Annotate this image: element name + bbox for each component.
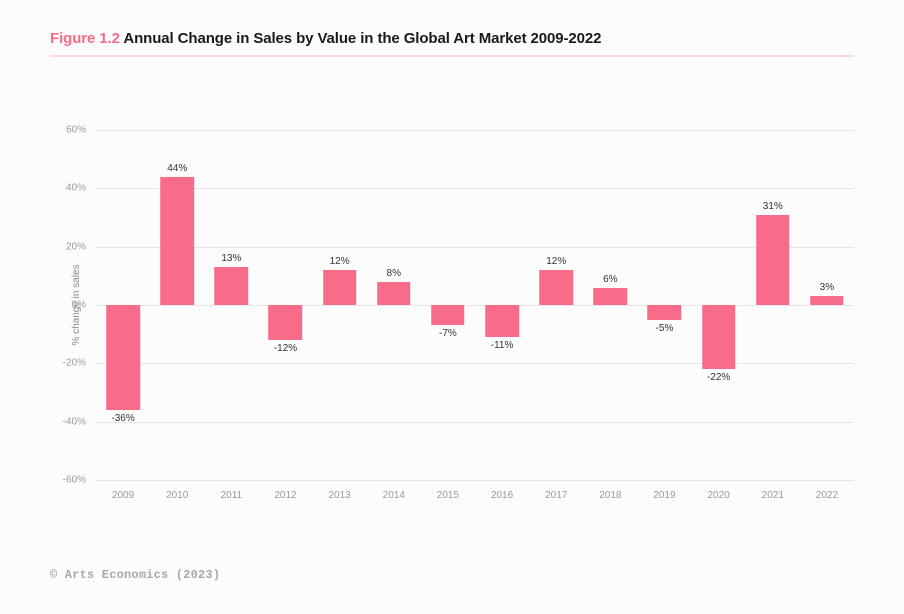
chart-gridline [96, 480, 854, 481]
bar-slot: 44%2010 [150, 130, 204, 480]
chart-area: % change in sales -60%-40%-20%0%20%40%60… [96, 130, 854, 480]
bar-value-label: 8% [387, 268, 401, 279]
bar-value-label: 12% [330, 256, 350, 267]
y-tick-label: -40% [63, 416, 86, 427]
x-tick-label: 2015 [437, 490, 459, 501]
bar-slot: 8%2014 [367, 130, 421, 480]
bar [106, 305, 140, 410]
bar [648, 305, 682, 320]
bar-value-label: -7% [439, 328, 457, 339]
bar-slot: 31%2021 [746, 130, 800, 480]
bar-value-label: -36% [111, 413, 134, 424]
bar [594, 288, 628, 306]
bar [810, 296, 844, 305]
bar [269, 305, 303, 340]
chart-plot: -60%-40%-20%0%20%40%60%-36%200944%201013… [96, 130, 854, 480]
bar-value-label: -11% [491, 340, 514, 351]
bar-value-label: -5% [656, 323, 674, 334]
bar [323, 270, 357, 305]
bar-slot: 3%2022 [800, 130, 854, 480]
x-tick-label: 2016 [491, 490, 513, 501]
x-tick-label: 2018 [599, 490, 621, 501]
figure-number: Figure 1.2 [50, 30, 120, 47]
bar-value-label: 12% [546, 256, 566, 267]
bar [215, 267, 249, 305]
y-tick-label: 40% [66, 183, 86, 194]
y-tick-label: -20% [63, 358, 86, 369]
bar-value-label: 3% [820, 282, 834, 293]
bar-value-label: -22% [707, 372, 730, 383]
bar-slot: -5%2019 [637, 130, 691, 480]
bar-slot: -12%2012 [258, 130, 312, 480]
y-tick-label: 0% [72, 300, 86, 311]
x-tick-label: 2017 [545, 490, 567, 501]
bar-slot: 13%2011 [204, 130, 258, 480]
bar [539, 270, 573, 305]
bar-slot: 6%2018 [583, 130, 637, 480]
source-footer: © Arts Economics (2023) [50, 568, 220, 582]
bar-value-label: -12% [274, 343, 297, 354]
x-tick-label: 2014 [383, 490, 405, 501]
y-tick-label: 60% [66, 125, 86, 136]
y-tick-label: 20% [66, 241, 86, 252]
bar-value-label: 6% [603, 274, 617, 285]
bar [377, 282, 411, 305]
x-tick-label: 2011 [221, 490, 243, 501]
chart-title: Figure 1.2 Annual Change in Sales by Val… [50, 30, 854, 47]
x-tick-label: 2009 [112, 490, 134, 501]
bar-value-label: 13% [221, 253, 241, 264]
bar-value-label: 31% [763, 201, 783, 212]
bar-value-label: 44% [167, 163, 187, 174]
x-tick-label: 2022 [816, 490, 838, 501]
x-tick-label: 2012 [274, 490, 296, 501]
bar [485, 305, 519, 337]
bar [431, 305, 465, 325]
bar-slot: -36%2009 [96, 130, 150, 480]
y-tick-label: -60% [63, 475, 86, 486]
x-tick-label: 2010 [166, 490, 188, 501]
bar-slot: 12%2013 [313, 130, 367, 480]
title-divider [50, 55, 854, 57]
bar [756, 215, 790, 305]
bar [702, 305, 736, 369]
bar-slot: -11%2016 [475, 130, 529, 480]
bar [160, 177, 194, 305]
figure-title-text: Annual Change in Sales by Value in the G… [123, 30, 601, 47]
bar-slot: -22%2020 [692, 130, 746, 480]
chart-title-wrap: Figure 1.2 Annual Change in Sales by Val… [0, 0, 904, 55]
bar-slot: -7%2015 [421, 130, 475, 480]
x-tick-label: 2020 [708, 490, 730, 501]
bar-slot: 12%2017 [529, 130, 583, 480]
x-tick-label: 2013 [329, 490, 351, 501]
x-tick-label: 2019 [653, 490, 675, 501]
x-tick-label: 2021 [762, 490, 784, 501]
